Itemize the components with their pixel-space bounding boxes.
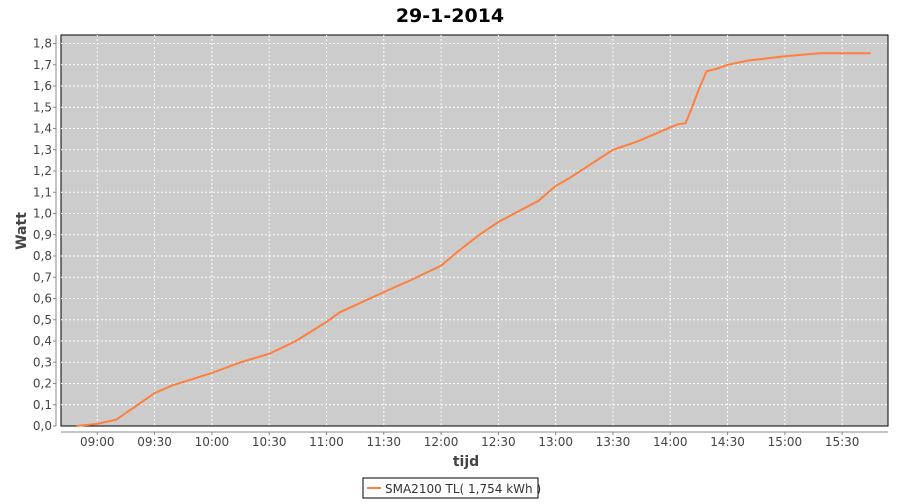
- y-tick-label: 0,5: [33, 313, 52, 327]
- y-tick-label: 0,6: [33, 292, 52, 306]
- y-tick-label: 0,9: [33, 228, 52, 242]
- x-tick-label: 09:00: [80, 435, 115, 449]
- y-axis: 0,0 0,1 0,2 0,3 0,4 0,5 0,6 0,7 0,8 0,9 1,0 1,1 1,2 1…: [33, 35, 57, 433]
- chart-title: 29-1-2014: [396, 5, 504, 27]
- y-tick-label: 1,4: [33, 122, 52, 136]
- x-tick-label: 10:30: [252, 435, 287, 449]
- y-tick-label: 0,8: [33, 249, 52, 263]
- y-tick-label: 0,1: [33, 398, 52, 412]
- x-tick-label: 10:00: [195, 435, 230, 449]
- legend-box: [362, 477, 539, 499]
- y-tick-label: 1,7: [33, 58, 52, 72]
- legend-label: SMA2100 TL( 1,754 kWh ): [385, 482, 541, 496]
- y-tick-label: 1,2: [33, 164, 52, 178]
- x-tick-label: 11:00: [309, 435, 344, 449]
- y-tick-label: 1,5: [33, 100, 52, 114]
- y-tick-label: 1,8: [33, 37, 52, 51]
- x-tick-label: 12:30: [481, 435, 516, 449]
- y-axis-label: Watt: [14, 212, 30, 250]
- x-tick-label: 11:30: [366, 435, 401, 449]
- y-tick-label: 0,4: [33, 334, 52, 348]
- x-tick-label: 09:30: [137, 435, 172, 449]
- y-tick-label: 1,6: [33, 79, 52, 93]
- x-tick-label: 14:30: [710, 435, 745, 449]
- x-tick-label: 12:00: [424, 435, 459, 449]
- grid: [61, 35, 888, 426]
- y-tick-label: 1,3: [33, 143, 52, 157]
- plot-area: [60, 34, 889, 427]
- x-axis: 09:00 09:30 10:00 10:30 11:00 11:30 12:00 12:30…: [61, 431, 888, 449]
- x-tick-label: 13:30: [596, 435, 631, 449]
- x-axis-label: tijd: [453, 454, 479, 470]
- y-tick-label: 0,3: [33, 355, 52, 369]
- x-tick-label: 13:00: [538, 435, 573, 449]
- series-line: [76, 52, 871, 427]
- legend: SMA2100 TL( 1,754 kWh ): [362, 477, 541, 499]
- x-tick-label: 14:00: [653, 435, 688, 449]
- y-tick-label: 1,0: [33, 207, 52, 221]
- y-tick-label: 0,7: [33, 270, 52, 284]
- y-tick-label: 0,2: [33, 377, 52, 391]
- x-tick-label: 15:00: [768, 435, 803, 449]
- x-tick-label: 15:30: [825, 435, 860, 449]
- y-tick-label: 0,0: [33, 419, 52, 433]
- y-tick-label: 1,1: [33, 185, 52, 199]
